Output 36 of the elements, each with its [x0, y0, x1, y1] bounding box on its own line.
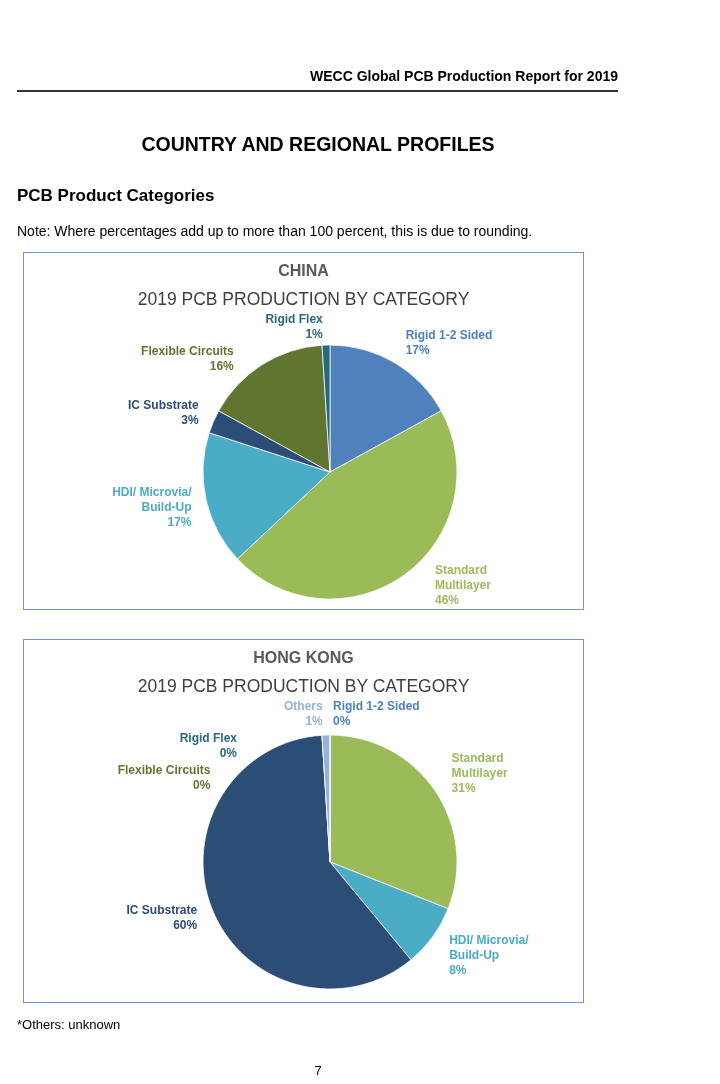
- data-label: 60%: [173, 918, 198, 933]
- slice-label: Rigid 1-2 Sided: [405, 327, 493, 342]
- chart-subtitle: 2019 PCB PRODUCTION BY CATEGORY: [137, 675, 470, 696]
- data-label: 17%: [405, 342, 430, 357]
- chart-subtitle: 2019 PCB PRODUCTION BY CATEGORY: [137, 288, 470, 309]
- chart-title: HONG KONG: [253, 648, 354, 666]
- slice-label: HDI/ Microvia/ Build-Up: [449, 933, 530, 963]
- data-label: 17%: [167, 514, 192, 529]
- data-label: 16%: [209, 358, 235, 373]
- category-label: Flexible Circuits: [117, 762, 211, 777]
- text: WECC Global PCB Production Report for 2019: [309, 68, 618, 85]
- text: 0%: [193, 777, 211, 792]
- slice-label: Rigid Flex: [265, 311, 324, 326]
- data-label: 1%: [305, 713, 324, 728]
- text: PCB Product Categories: [17, 186, 215, 207]
- text: *Others: unknown: [17, 1017, 121, 1033]
- slice-label: HDI/ Microvia/ Build-Up: [112, 484, 193, 514]
- text: 0%: [333, 713, 351, 728]
- data-label: 46%: [434, 592, 460, 607]
- data-label: 3%: [181, 412, 199, 427]
- text: Note: Where percentages add up to more than 100 percent, this is due to rounding.: [17, 223, 533, 240]
- text: COUNTRY AND REGIONAL PROFILES: [141, 133, 495, 157]
- category-label: Rigid 1-2 Sided: [333, 698, 420, 713]
- data-label: 1%: [305, 326, 324, 341]
- slice-label: IC Substrate: [126, 903, 198, 918]
- slice-label: Standard Multilayer: [451, 750, 508, 780]
- slice-label: IC Substrate: [127, 397, 199, 412]
- text: 0%: [219, 745, 238, 760]
- data-label: 8%: [449, 963, 467, 978]
- text: 7: [314, 1063, 322, 1079]
- data-label: 31%: [451, 780, 476, 795]
- slice-label: Others: [284, 698, 324, 713]
- chart-title: CHINA: [278, 261, 330, 279]
- slice-label: Flexible Circuits: [141, 343, 235, 358]
- category-label: Rigid Flex: [179, 730, 238, 745]
- slice-label: Standard Multilayer: [434, 562, 492, 592]
